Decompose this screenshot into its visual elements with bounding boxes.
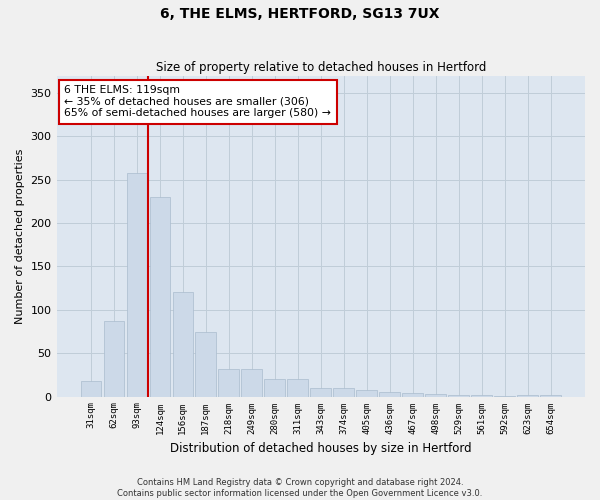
Bar	[218, 369, 239, 396]
Bar	[80, 381, 101, 396]
Bar	[196, 332, 216, 396]
Bar	[517, 395, 538, 396]
Bar	[379, 392, 400, 396]
Title: Size of property relative to detached houses in Hertford: Size of property relative to detached ho…	[155, 62, 486, 74]
Bar	[472, 395, 492, 396]
Text: 6 THE ELMS: 119sqm
← 35% of detached houses are smaller (306)
65% of semi-detach: 6 THE ELMS: 119sqm ← 35% of detached hou…	[64, 86, 331, 118]
Bar	[425, 394, 446, 396]
Bar	[104, 321, 124, 396]
Bar	[173, 292, 193, 397]
Bar	[403, 393, 423, 396]
Bar	[448, 395, 469, 396]
Text: 6, THE ELMS, HERTFORD, SG13 7UX: 6, THE ELMS, HERTFORD, SG13 7UX	[160, 8, 440, 22]
Y-axis label: Number of detached properties: Number of detached properties	[15, 148, 25, 324]
Bar	[127, 173, 147, 396]
X-axis label: Distribution of detached houses by size in Hertford: Distribution of detached houses by size …	[170, 442, 472, 455]
Bar	[334, 388, 354, 396]
Bar	[241, 369, 262, 396]
Bar	[149, 197, 170, 396]
Bar	[287, 379, 308, 396]
Bar	[265, 379, 285, 396]
Bar	[356, 390, 377, 396]
Text: Contains HM Land Registry data © Crown copyright and database right 2024.
Contai: Contains HM Land Registry data © Crown c…	[118, 478, 482, 498]
Bar	[540, 395, 561, 396]
Bar	[310, 388, 331, 396]
